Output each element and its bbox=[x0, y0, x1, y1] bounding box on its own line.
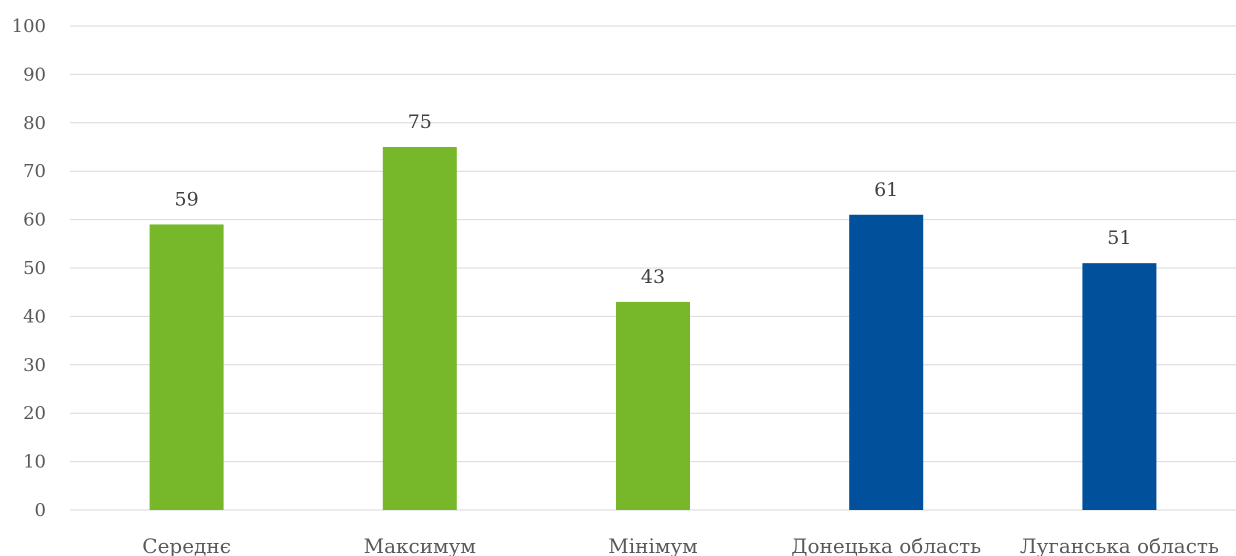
y-axis-tick-labels: 0 10 20 30 40 50 60 70 80 90 100 bbox=[12, 16, 46, 521]
data-labels: 59 75 43 61 51 bbox=[175, 111, 1132, 288]
y-tick-label: 40 bbox=[23, 306, 46, 327]
bar bbox=[849, 214, 924, 510]
x-category-label: Мінімум bbox=[608, 534, 697, 556]
x-category-label: Середнє bbox=[142, 534, 231, 556]
data-label: 75 bbox=[408, 111, 432, 133]
y-tick-label: 30 bbox=[23, 355, 46, 376]
bar bbox=[616, 301, 690, 510]
y-tick-label: 10 bbox=[23, 452, 46, 473]
bar bbox=[149, 224, 224, 510]
y-tick-label: 50 bbox=[23, 258, 46, 279]
x-axis-category-labels: Середнє Максимум Мінімум Донецька область Лу… bbox=[142, 534, 1219, 556]
bar bbox=[382, 147, 457, 510]
data-label: 59 bbox=[175, 188, 199, 210]
x-category-label: Максимум bbox=[364, 534, 476, 556]
x-category-label: Луганська область bbox=[1020, 534, 1219, 556]
y-tick-label: 60 bbox=[23, 210, 46, 231]
y-tick-label: 0 bbox=[35, 500, 46, 521]
y-tick-label: 80 bbox=[23, 113, 46, 134]
data-label: 43 bbox=[641, 266, 665, 288]
data-label: 61 bbox=[874, 179, 898, 201]
y-tick-label: 90 bbox=[23, 64, 46, 85]
data-label: 51 bbox=[1107, 227, 1131, 249]
y-tick-label: 20 bbox=[23, 403, 46, 424]
bar bbox=[1082, 263, 1157, 510]
bars bbox=[149, 147, 1157, 510]
x-category-label: Донецька область bbox=[791, 534, 981, 556]
y-tick-label: 100 bbox=[12, 16, 46, 37]
y-tick-label: 70 bbox=[23, 161, 46, 182]
